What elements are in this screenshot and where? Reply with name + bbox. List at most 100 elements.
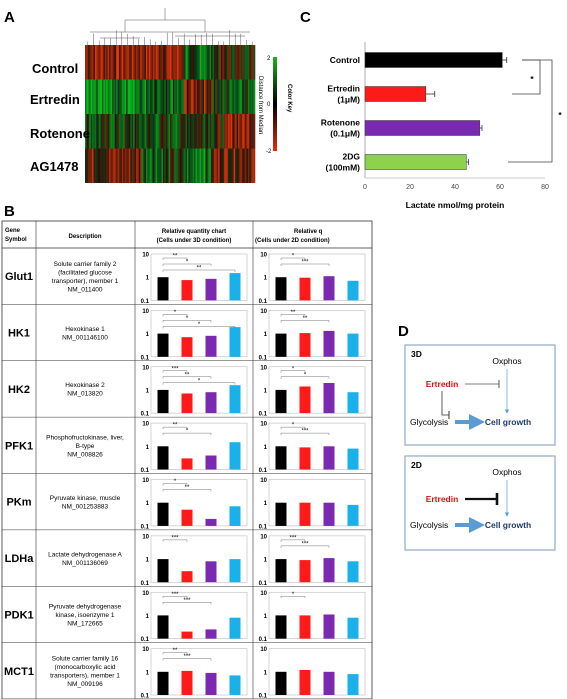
heatmap-cell <box>175 79 178 114</box>
minichart-bar <box>275 502 287 526</box>
heatmap-cell <box>219 114 222 149</box>
sig-bracket <box>162 382 236 385</box>
heatmap-cell <box>120 45 123 80</box>
minichart-tick: 10 <box>260 253 267 259</box>
heatmap-cell <box>253 45 256 80</box>
heatmap-cell <box>187 79 189 114</box>
sig-bracket <box>280 432 330 436</box>
heatmap-cell <box>238 79 240 114</box>
heatmap-cell <box>94 45 97 80</box>
sig-star: * <box>198 322 201 328</box>
heatmap-cell <box>164 45 167 80</box>
bar-2 <box>364 86 427 102</box>
minichart-bar <box>205 278 217 301</box>
heatmap-cell <box>240 79 243 114</box>
sig-star: * <box>558 110 562 120</box>
heatmap-cell <box>239 148 242 183</box>
heatmap-cell <box>175 114 178 149</box>
heatmap-cell <box>191 45 193 80</box>
sig-bracket-2dg <box>508 59 553 163</box>
minichart-bar <box>229 327 241 357</box>
heatmap-cell <box>187 148 189 183</box>
heatmap-cell <box>92 79 94 114</box>
heatmap-cell <box>138 114 141 149</box>
heatmap-cell <box>85 148 87 183</box>
minichart-bar <box>299 560 311 583</box>
heatmap-cell <box>102 79 104 114</box>
heatmap-cell <box>253 148 256 183</box>
minichart-bar <box>157 615 169 639</box>
heatmap-cell <box>216 148 219 183</box>
minichart-bar <box>323 276 335 301</box>
heatmap-cell <box>165 114 168 149</box>
heatmap-cell <box>90 45 93 80</box>
model-box-title: 2D <box>411 460 422 470</box>
heatmap-row-label-ertredin: Ertredin <box>30 92 80 107</box>
gene-description: transporters), member 1 <box>50 673 120 680</box>
heatmap-cell <box>113 45 116 80</box>
heatmap-cell <box>137 45 140 80</box>
minichart-tick: 1 <box>146 670 150 676</box>
heatmap-cell <box>249 45 252 80</box>
gene-description: NM_009196 <box>67 681 103 688</box>
heatmap-cell <box>160 114 162 149</box>
sig-star: ** <box>173 648 178 654</box>
heatmap-cell <box>245 79 247 114</box>
heatmap-cell <box>211 114 213 149</box>
heatmap-cell <box>104 114 107 149</box>
heatmap-cell <box>184 114 186 149</box>
heatmap-cell <box>97 114 100 149</box>
heatmap-cell <box>222 114 225 149</box>
minichart-bar <box>347 333 359 357</box>
heatmap-cell <box>96 45 99 80</box>
minichart-bar <box>157 446 169 470</box>
heatmap-cell <box>150 114 152 149</box>
heatmap-cell <box>184 79 186 114</box>
heatmap-cell <box>172 79 175 114</box>
minichart-bar <box>181 393 193 414</box>
heatmap-cell <box>128 148 131 183</box>
heatmap-cell <box>212 114 215 149</box>
sig-star: * <box>186 316 189 322</box>
heatmap-cell <box>228 148 230 183</box>
heatmap-cell <box>121 148 124 183</box>
heatmap-cell <box>243 114 246 149</box>
heatmap-cell <box>201 79 203 114</box>
heatmap-cell <box>253 114 256 149</box>
heatmap-cell <box>219 148 222 183</box>
heatmap-cell <box>238 148 240 183</box>
heatmap-cell <box>168 114 171 149</box>
heatmap-cell <box>104 79 107 114</box>
heatmap-cell <box>140 114 142 149</box>
gene-symbol: LDHa <box>5 553 35 565</box>
sig-bracket <box>162 596 188 599</box>
heatmap-cell <box>93 148 96 183</box>
heatmap-cell <box>148 45 151 80</box>
minichart-bar <box>181 670 193 695</box>
heatmap-cell <box>90 114 93 149</box>
minichart-bar <box>299 386 311 414</box>
heatmap-cell <box>161 79 164 114</box>
heatmap-cell <box>134 45 137 80</box>
heatmap-cell <box>134 148 137 183</box>
heatmap-cell <box>144 45 147 80</box>
sig-star: ** <box>185 372 190 378</box>
sig-star: *** <box>171 592 179 598</box>
heatmap-cell <box>202 79 205 114</box>
heatmap-cell <box>138 148 141 183</box>
heatmap-cell <box>205 79 208 114</box>
heatmap-cell <box>100 148 103 183</box>
heatmap-cell <box>236 79 239 114</box>
minichart-tick: 0.1 <box>141 524 150 530</box>
heatmap-cell <box>111 114 114 149</box>
heatmap-cell <box>216 114 219 149</box>
heatmap-cell <box>119 45 121 80</box>
heatmap-cell <box>198 79 201 114</box>
heatmap-cell <box>185 148 188 183</box>
heatmap-cell <box>110 79 113 114</box>
heatmap-cell <box>195 114 198 149</box>
heatmap-cell <box>226 148 229 183</box>
heatmap-cell <box>221 79 223 114</box>
minichart-bar <box>275 615 287 639</box>
heatmap-cell <box>93 79 96 114</box>
